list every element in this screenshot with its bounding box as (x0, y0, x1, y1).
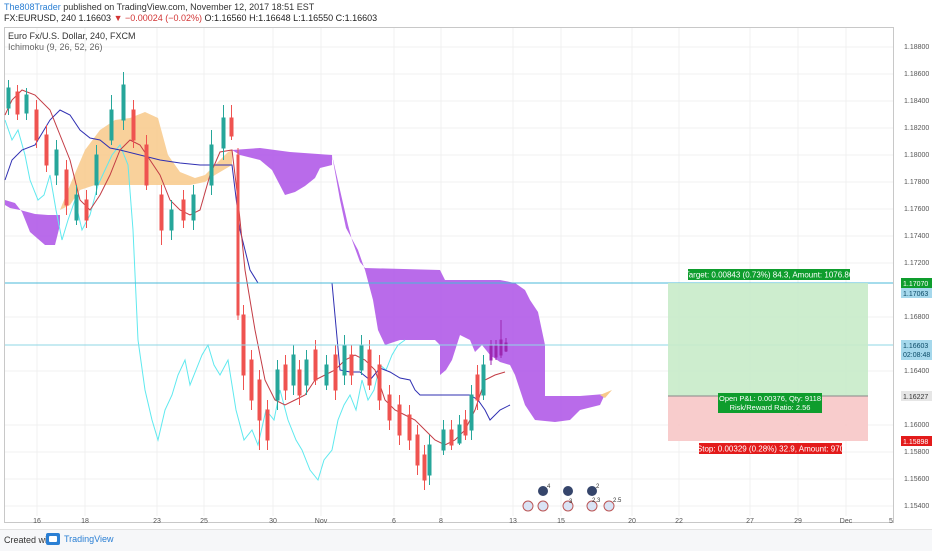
event-label: 4 (547, 484, 551, 490)
stop-label-box (699, 443, 842, 454)
kumo-future-twist (600, 390, 612, 398)
chart-header: The808Trader published on TradingView.co… (0, 0, 932, 24)
tradingview-brand-link[interactable]: TradingView (46, 533, 114, 545)
time-tick: 15 (557, 518, 565, 525)
instrument-title: Euro Fx/U.S. Dollar, 240, FXCM (8, 31, 136, 41)
price-tick: 1.16800 (904, 314, 929, 321)
stop-price-tag (901, 436, 932, 446)
time-tick: 29 (794, 518, 802, 525)
time-tick: 22 (675, 518, 683, 525)
publish-info: published on TradingView.com, November 1… (60, 2, 315, 12)
kumo-bearish-left (5, 200, 60, 245)
time-tick: Nov (315, 518, 328, 525)
price-tick: 1.15800 (904, 449, 929, 456)
price-axis[interactable]: 1.18800 1.18600 1.18400 1.18200 1.18000 … (904, 44, 929, 510)
time-tick: 13 (509, 518, 517, 525)
price-tick: 1.18400 (904, 98, 929, 105)
target-price-tag-text: 1.17070 (903, 281, 928, 288)
price-tick: 1.16000 (904, 422, 929, 429)
tradingview-brand-text: TradingView (64, 534, 114, 544)
author-link[interactable]: The808Trader (4, 2, 61, 12)
target2-price-tag-text: 1.17063 (903, 291, 928, 298)
target-label-box (688, 269, 850, 280)
symbol-line: FX:EURUSD, 240 1.16603 ▼ −0.00024 (−0.02… (4, 13, 377, 23)
price-tick: 1.17200 (904, 260, 929, 267)
time-tick: 20 (628, 518, 636, 525)
time-tick: 5 (889, 518, 893, 525)
event-label: 3 (569, 499, 573, 505)
stop-label: Stop: 0.00329 (0.28%) 32.9, Amount: 970 (697, 445, 845, 454)
open-pnl-box (718, 393, 822, 413)
time-tick: 16 (33, 518, 41, 525)
price-tick: 1.17600 (904, 206, 929, 213)
indicator-title[interactable]: Ichimoku (9, 26, 52, 26) (8, 42, 103, 52)
target-price-tag (901, 278, 932, 288)
time-axis[interactable]: 16 18 23 25 30 Nov 6 8 13 15 20 22 27 29… (33, 518, 893, 525)
footer-bar: Created with TradingView (0, 529, 932, 551)
entry-price-tag-text: 1.16227 (903, 394, 928, 401)
price-tick: 1.18600 (904, 71, 929, 78)
chikou-span (4, 119, 406, 482)
current-price-tag-text: 1.16603 (903, 343, 928, 350)
price-tick: 1.17800 (904, 179, 929, 186)
price-tick: 1.18800 (904, 44, 929, 51)
current-price-tag (901, 340, 932, 360)
tradingview-logo-icon (46, 533, 60, 545)
event-label: 2.3 (592, 498, 601, 504)
risk-reward-label: Risk/Reward Ratio: 2.56 (730, 403, 811, 412)
time-tick: Dec (840, 518, 853, 525)
created-with-text: Created with (4, 535, 55, 545)
event-label: 2 (596, 484, 600, 490)
price-tick: 1.15400 (904, 503, 929, 510)
time-tick: 23 (153, 518, 161, 525)
time-tick: 30 (269, 518, 277, 525)
kumo-bearish-top (232, 148, 332, 195)
price-tick: 1.17400 (904, 233, 929, 240)
entry-price-tag (901, 391, 932, 401)
time-tick: 27 (746, 518, 754, 525)
price-tick: 1.16400 (904, 368, 929, 375)
kumo-bearish-main (332, 155, 605, 422)
publish-line: The808Trader published on TradingView.co… (4, 2, 314, 12)
time-tick: 6 (392, 518, 396, 525)
symbol-change: ▼ −0.00024 (−0.02%) (113, 13, 203, 23)
tenkan-sen (4, 89, 506, 446)
chart-frame[interactable] (4, 27, 894, 523)
bar-countdown: 02:08:48 (903, 352, 930, 359)
symbol-ohlc: O:1.16560 H:1.16648 L:1.16550 C:1.16603 (202, 13, 378, 23)
price-tick: 1.15600 (904, 476, 929, 483)
candlesticks (6, 72, 508, 490)
target-label: Target: 0.00843 (0.73%) 84.3, Amount: 10… (685, 271, 854, 280)
position-profit-zone[interactable] (668, 283, 868, 396)
open-pnl-label: Open P&L: 0.00376, Qty: 9118 (719, 394, 821, 403)
price-tick: 1.18000 (904, 152, 929, 159)
time-tick: 18 (81, 518, 89, 525)
economic-events[interactable] (522, 486, 615, 512)
chart-legend: Euro Fx/U.S. Dollar, 240, FXCM Ichimoku … (8, 31, 136, 53)
event-label: 2.5 (613, 498, 622, 504)
target2-price-tag (901, 288, 932, 298)
price-tick: 1.18200 (904, 125, 929, 132)
time-tick: 8 (439, 518, 443, 525)
symbol-price: FX:EURUSD, 240 1.16603 (4, 13, 114, 23)
stop-price-tag-text: 1.15898 (903, 439, 928, 446)
time-tick: 25 (200, 518, 208, 525)
